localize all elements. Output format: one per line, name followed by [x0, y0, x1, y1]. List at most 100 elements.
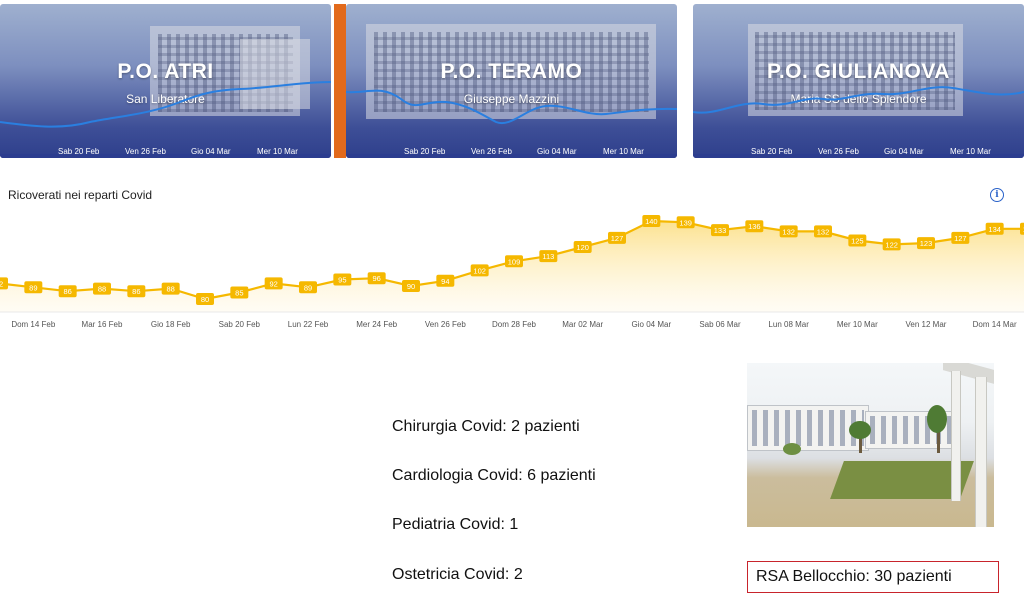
tick-label: Gio 04 Mar [884, 147, 924, 156]
data-point-label[interactable]: 132 [779, 225, 798, 238]
data-point-label[interactable]: 80 [196, 293, 214, 305]
svg-text:96: 96 [372, 274, 380, 283]
tick-label: Mer 10 Mar [603, 147, 644, 156]
dept-pediatria: Pediatria Covid: 1 [392, 516, 519, 533]
building-windows [374, 32, 649, 112]
sparkline [693, 86, 1024, 114]
data-point-label[interactable]: 133 [711, 224, 729, 237]
svg-text:120: 120 [576, 243, 589, 252]
data-point-label[interactable]: 127 [951, 231, 970, 244]
photo-tree [927, 405, 947, 433]
svg-text:109: 109 [508, 257, 521, 266]
rsa-label: RSA Bellocchio: 30 pazienti [756, 568, 952, 585]
svg-text:86: 86 [63, 287, 71, 296]
data-point-label[interactable]: 90 [402, 280, 420, 292]
sparkline [0, 81, 331, 128]
tick-label: Ven 26 Feb [471, 147, 512, 156]
rsa-highlight-box: RSA Bellocchio: 30 pazienti [747, 561, 999, 593]
dept-ostetricia: Ostetricia Covid: 2 [392, 566, 523, 583]
sparkline-ticks: Sab 20 Feb Ven 26 Feb Gio 04 Mar Mer 10 … [346, 147, 677, 158]
data-point-label[interactable]: 92 [0, 277, 8, 290]
data-point-label[interactable]: 94 [436, 274, 455, 287]
sparkline-ticks: Sab 20 Feb Ven 26 Feb Gio 04 Mar Mer 10 … [693, 147, 1024, 158]
tick-label: Gio 04 Mar [537, 147, 577, 156]
covid-chart-panel: 92 89 86 88 86 88 80 85 92 89 95 96 90 94 102 109 113 120… [0, 178, 1024, 333]
hospital-subtitle: Giuseppe Mazzini [463, 92, 560, 106]
svg-text:136: 136 [748, 222, 761, 231]
data-point-label[interactable]: 85 [230, 286, 249, 299]
data-point-label[interactable]: 102 [470, 264, 489, 277]
svg-text:123: 123 [920, 239, 933, 248]
rsa-building-photo [747, 363, 994, 527]
svg-text:140: 140 [645, 217, 658, 226]
covid-area-chart: 92 89 86 88 86 88 80 85 92 89 95 96 90 94 102 109 113 120… [0, 215, 1024, 329]
sparkline [346, 89, 677, 125]
tick-label: Mer 10 Mar [950, 147, 991, 156]
svg-text:134: 134 [988, 225, 1001, 234]
svg-text:113: 113 [542, 252, 554, 261]
photo-pillar [951, 371, 961, 501]
x-tick-label: Lun 08 Mar [768, 320, 809, 329]
hospital-card-teramo[interactable]: P.O. TERAMO Giuseppe Mazzini Sab 20 Feb … [346, 4, 677, 158]
tick-label: Ven 26 Feb [125, 147, 166, 156]
x-tick-label: Gio 04 Mar [632, 320, 672, 329]
data-point-label[interactable]: 120 [573, 241, 592, 253]
x-tick-label: Ven 12 Mar [906, 320, 947, 329]
hospital-card-atri[interactable]: P.O. ATRI San Liberatore Sab 20 Feb Ven … [0, 4, 331, 158]
svg-text:88: 88 [98, 285, 106, 294]
svg-text:80: 80 [201, 295, 209, 304]
data-point-label[interactable]: 88 [93, 282, 111, 295]
data-point-label[interactable]: 113 [539, 250, 558, 263]
data-point-label[interactable]: 95 [333, 273, 352, 286]
data-point-label[interactable]: 134 [1020, 222, 1024, 235]
data-point-label[interactable]: 122 [882, 238, 901, 251]
accent-strip [334, 4, 346, 158]
data-point-label[interactable]: 96 [367, 272, 386, 285]
svg-text:134: 134 [1023, 225, 1024, 234]
svg-text:132: 132 [817, 227, 830, 236]
data-point-label[interactable]: 123 [917, 237, 935, 250]
data-point-label[interactable]: 136 [745, 220, 764, 233]
photo-pillar [975, 377, 987, 527]
data-point-label[interactable]: 134 [985, 222, 1004, 235]
photo-tree-trunk [937, 425, 940, 453]
hospital-card-giulianova[interactable]: P.O. GIULIANOVA Maria SS dello Splendore… [693, 4, 1024, 158]
x-tick-label: Ven 26 Feb [425, 320, 466, 329]
hospital-cards: P.O. ATRI San Liberatore Sab 20 Feb Ven … [0, 0, 1024, 158]
data-point-label[interactable]: 92 [264, 277, 283, 290]
photo-bush [783, 443, 801, 455]
svg-text:132: 132 [782, 227, 795, 236]
hospital-title: P.O. GIULIANOVA [767, 60, 950, 83]
svg-text:122: 122 [885, 240, 898, 249]
hospital-subtitle: San Liberatore [126, 92, 205, 106]
x-tick-label: Dom 14 Mar [973, 320, 1017, 329]
data-point-label[interactable]: 88 [161, 282, 180, 295]
svg-text:139: 139 [679, 218, 692, 227]
svg-text:102: 102 [473, 266, 486, 275]
data-point-label[interactable]: 132 [814, 225, 832, 238]
photo-tree-trunk [859, 433, 862, 453]
building-image [748, 24, 963, 116]
building-image [240, 39, 310, 109]
data-point-label[interactable]: 125 [848, 234, 867, 247]
x-tick-label: Sab 20 Feb [219, 320, 261, 329]
svg-text:127: 127 [611, 234, 624, 243]
data-point-label[interactable]: 127 [608, 231, 626, 244]
tick-label: Sab 20 Feb [404, 147, 446, 156]
data-point-label[interactable]: 109 [505, 255, 523, 268]
svg-text:89: 89 [29, 283, 37, 292]
svg-text:125: 125 [851, 237, 864, 246]
data-point-label[interactable]: 140 [642, 215, 661, 227]
svg-text:92: 92 [0, 279, 3, 288]
data-point-label[interactable]: 139 [676, 216, 695, 229]
building-image [366, 24, 656, 119]
dept-cardiologia: Cardiologia Covid: 6 pazienti [392, 467, 596, 484]
data-point-label[interactable]: 89 [299, 281, 317, 294]
sparkline-ticks: Sab 20 Feb Ven 26 Feb Gio 04 Mar Mer 10 … [0, 147, 331, 158]
photo-wing-left [747, 405, 869, 451]
data-point-label[interactable]: 86 [58, 285, 77, 298]
svg-text:92: 92 [269, 279, 277, 288]
info-icon[interactable]: i [990, 188, 1004, 202]
data-point-label[interactable]: 86 [127, 285, 146, 298]
data-point-label[interactable]: 89 [24, 281, 43, 294]
